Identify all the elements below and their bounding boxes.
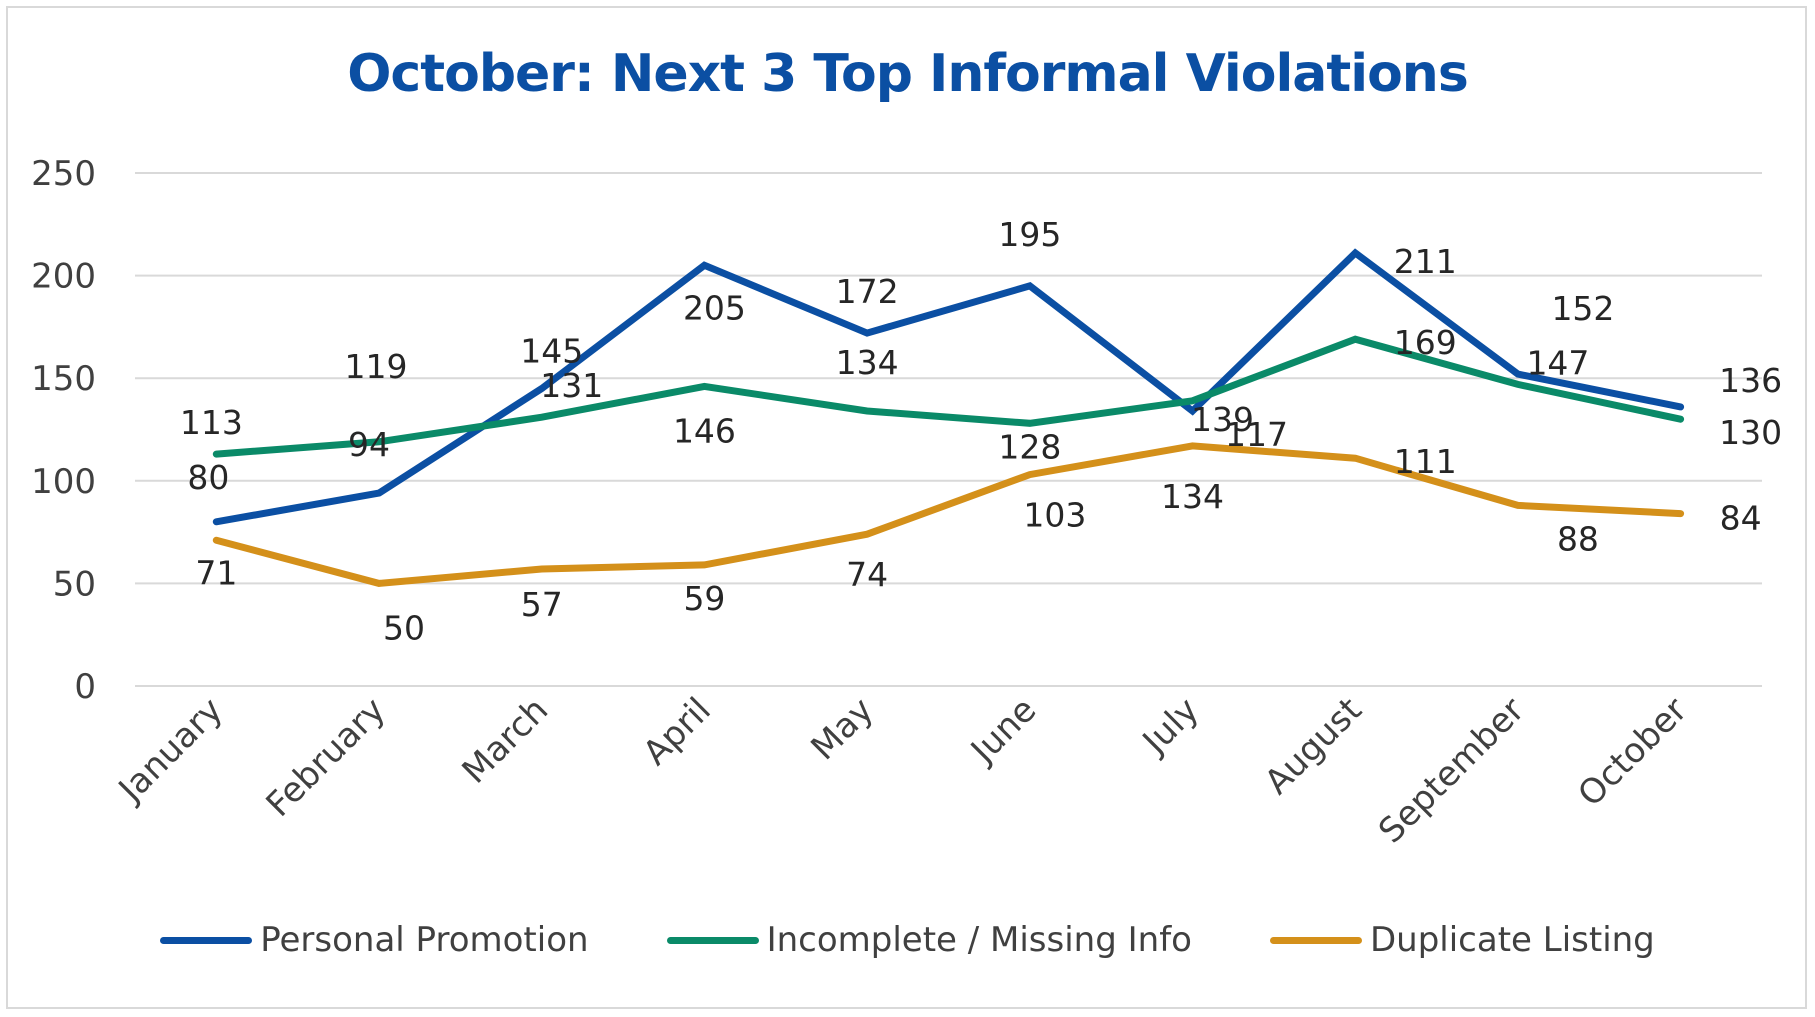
data-label: 130: [1719, 413, 1782, 452]
data-label: 80: [187, 458, 229, 497]
x-tick-label: April: [636, 690, 719, 773]
legend-swatch: [1269, 936, 1362, 944]
data-label: 71: [195, 553, 237, 592]
data-label: 131: [540, 366, 603, 405]
x-tick-label: January: [110, 690, 231, 811]
data-label: 152: [1551, 289, 1614, 328]
legend-item: Personal Promotion: [160, 920, 589, 960]
data-label: 88: [1557, 519, 1599, 558]
series-line: [212, 248, 1685, 526]
data-label: 195: [998, 215, 1061, 254]
data-label: 74: [846, 555, 888, 594]
data-label: 94: [348, 425, 390, 464]
chart-title: October: Next 3 Top Informal Violations: [347, 44, 1469, 104]
data-label: 146: [673, 411, 736, 450]
data-label: 134: [1161, 477, 1224, 516]
y-tick-label: 0: [74, 667, 96, 707]
legend-label: Incomplete / Missing Info: [766, 920, 1192, 960]
series-line: [212, 442, 1685, 587]
chart-legend: Personal Promotion Incomplete / Missing I…: [0, 920, 1815, 960]
data-label: 103: [1023, 496, 1086, 535]
data-label: 205: [683, 288, 746, 327]
legend-swatch: [666, 936, 759, 944]
x-tick-label: July: [1134, 690, 1207, 763]
data-label: 139: [1191, 400, 1254, 439]
data-label: 50: [383, 608, 425, 647]
data-label: 211: [1394, 242, 1457, 281]
y-tick-label: 250: [31, 154, 96, 194]
data-label: 134: [836, 343, 899, 382]
legend-label: Personal Promotion: [260, 920, 589, 960]
data-label: 119: [345, 347, 408, 386]
data-label: 57: [521, 585, 563, 624]
x-tick-label: June: [962, 690, 1044, 772]
series-line: [212, 335, 1685, 458]
y-tick-label: 150: [31, 359, 96, 399]
data-label: 111: [1394, 442, 1457, 481]
data-label: 117: [1225, 415, 1288, 454]
x-tick-label: February: [259, 690, 394, 825]
data-label: 169: [1394, 323, 1457, 362]
data-label: 128: [998, 427, 1061, 466]
x-tick-label: May: [804, 690, 882, 768]
y-tick-label: 100: [31, 462, 96, 502]
legend-item: Duplicate Listing: [1269, 920, 1655, 960]
x-tick-label: March: [455, 690, 557, 792]
legend-swatch: [160, 936, 253, 944]
data-label: 113: [180, 403, 243, 442]
data-label: 147: [1526, 343, 1589, 382]
x-tick-label: August: [1257, 690, 1369, 802]
data-label: 59: [683, 579, 725, 618]
legend-label: Duplicate Listing: [1369, 920, 1655, 960]
data-label: 136: [1719, 361, 1782, 400]
y-tick-label: 50: [53, 564, 96, 604]
data-label: 84: [1720, 499, 1762, 538]
legend-item: Incomplete / Missing Info: [666, 920, 1192, 960]
x-tick-label: October: [1571, 690, 1696, 815]
data-label: 145: [520, 331, 583, 370]
x-tick-label: September: [1371, 690, 1532, 851]
y-tick-label: 200: [31, 257, 96, 297]
data-label: 172: [836, 272, 899, 311]
